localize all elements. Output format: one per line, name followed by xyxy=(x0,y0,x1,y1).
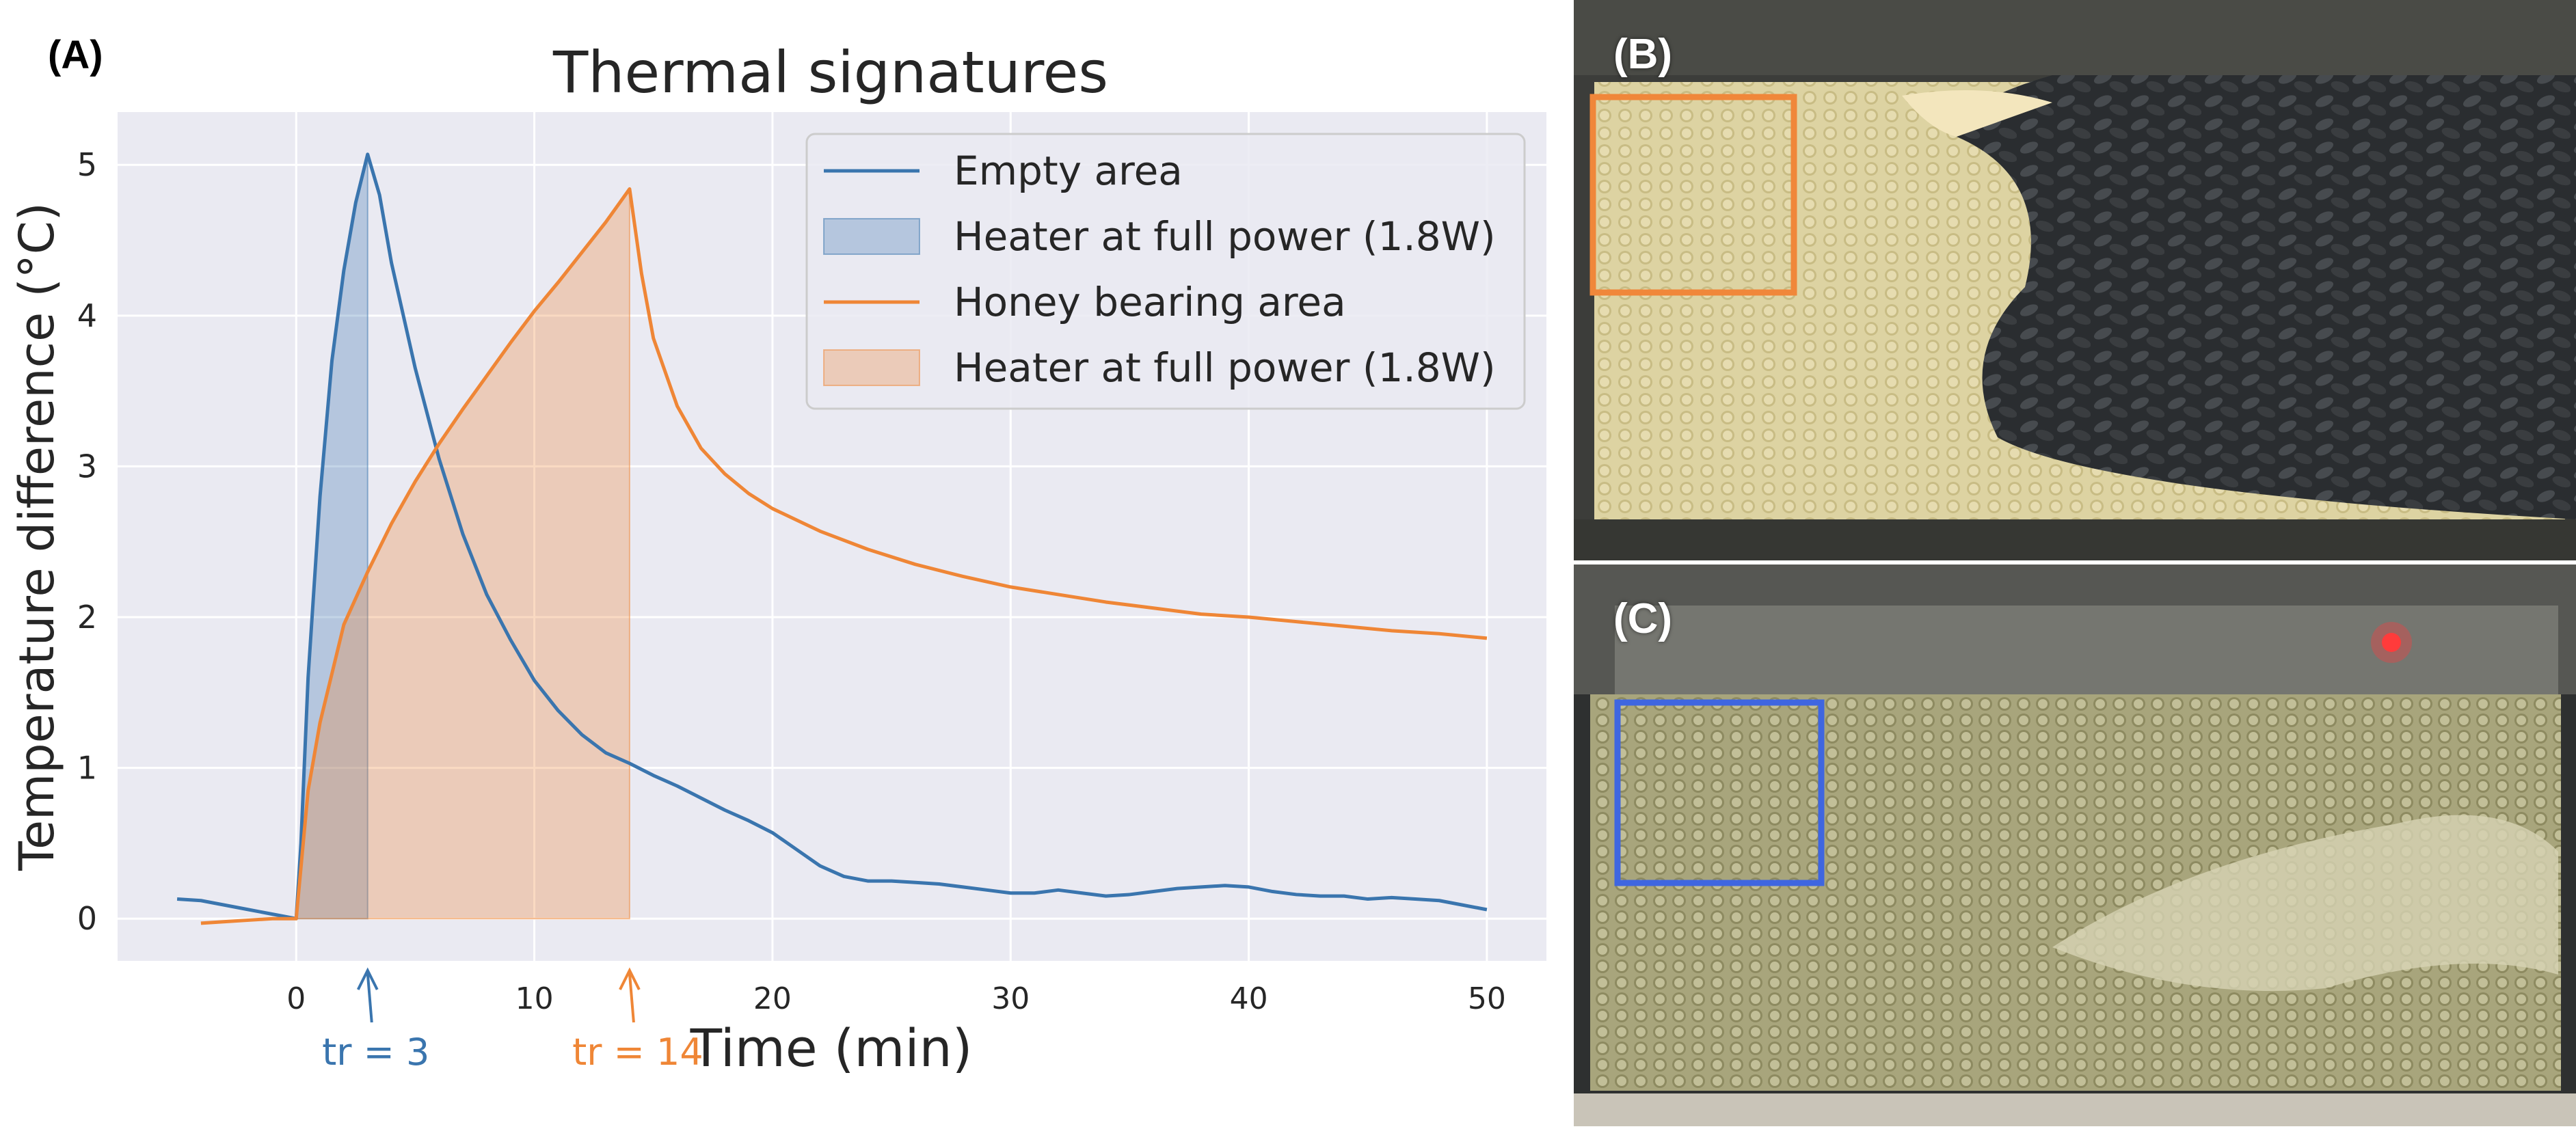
photo-panel-c: (C) xyxy=(1574,564,2576,1126)
x-tick-label: 10 xyxy=(515,981,554,1016)
y-tick-label: 1 xyxy=(77,750,97,787)
y-tick-label: 0 xyxy=(77,900,97,937)
annotation-arrowhead xyxy=(619,967,641,990)
series-line xyxy=(200,187,1488,925)
panel-a-label: (A) xyxy=(48,33,103,77)
series-line xyxy=(176,152,1488,921)
thermal-chart: (A) Thermal signatures 0 10 20 30 40 50 0 1 2 3 4 5… xyxy=(9,33,1546,1078)
legend-entry-label: Empty area xyxy=(954,148,1183,194)
roi-box-c xyxy=(1614,699,1825,886)
panel-b-label: (B) xyxy=(1613,31,1673,78)
series-lines xyxy=(176,152,1488,925)
x-axis-label: Time (min) xyxy=(690,1018,973,1078)
legend-patch-swatch xyxy=(823,349,920,386)
roi-box-b xyxy=(1589,94,1797,296)
legend-entry-label: Honey bearing area xyxy=(954,279,1346,325)
annotations: tr = 3 tr = 14 xyxy=(322,967,703,1074)
y-axis-label: Temperature difference (°C) xyxy=(9,202,65,871)
tick-labels: 0 10 20 30 40 50 0 1 2 3 4 5 xyxy=(77,146,1506,1016)
legend: Empty area Heater at full power (1.8W) Hon… xyxy=(805,133,1526,410)
x-tick-label: 40 xyxy=(1230,981,1268,1016)
legend-entry-label: Heater at full power (1.8W) xyxy=(954,213,1496,260)
legend-entry-label: Heater at full power (1.8W) xyxy=(954,344,1496,391)
x-tick-label: 50 xyxy=(1468,981,1506,1016)
annotation-arrowhead xyxy=(356,967,379,990)
legend-frame xyxy=(805,133,1526,410)
panel-c-label: (C) xyxy=(1613,595,1673,642)
x-tick-label: 30 xyxy=(991,981,1030,1016)
y-tick-label: 3 xyxy=(77,448,97,485)
chart-title: Thermal signatures xyxy=(552,39,1108,106)
photo-panel-b: (B) xyxy=(1574,0,2576,560)
y-tick-label: 5 xyxy=(77,146,97,183)
y-tick-label: 4 xyxy=(77,297,97,334)
hive-photo-c xyxy=(1574,564,2576,1126)
annotation-label: tr = 14 xyxy=(572,1031,703,1074)
annotation-arrow xyxy=(628,972,635,1023)
y-tick-label: 2 xyxy=(77,599,97,636)
x-tick-label: 0 xyxy=(286,981,306,1016)
legend-patch-swatch xyxy=(823,218,920,255)
x-tick-label: 20 xyxy=(753,981,792,1016)
hive-photo-b xyxy=(1574,0,2576,560)
annotation-arrow xyxy=(366,972,373,1023)
annotation-label: tr = 3 xyxy=(322,1031,429,1074)
